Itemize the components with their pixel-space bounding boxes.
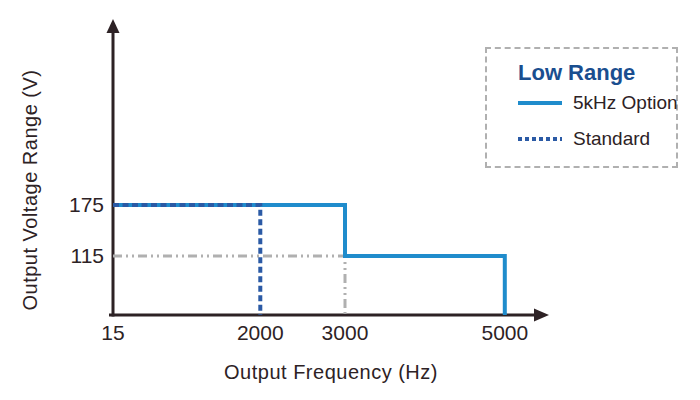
x-tick-label: 3000 (322, 321, 369, 345)
legend-item-standard: Standard (518, 127, 650, 151)
x-axis-arrow-icon (534, 309, 549, 322)
series-standard (113, 205, 260, 315)
legend-box: Low Range 5kHz Option Standard (485, 47, 678, 168)
y-axis-arrow-icon (107, 19, 120, 33)
x-tick-label: 5000 (481, 321, 528, 345)
y-tick-label: 115 (34, 243, 104, 269)
legend-item-label: 5kHz Option (573, 92, 678, 114)
legend-title: Low Range (518, 60, 635, 86)
y-axis-title: Output Voltage Range (V) (19, 69, 42, 310)
x-tick-label: 15 (101, 321, 124, 345)
x-axis-title: Output Frequency (Hz) (224, 361, 438, 384)
solid-line-swatch (518, 101, 562, 106)
legend-item-label: Standard (573, 128, 650, 150)
y-tick-label: 175 (34, 192, 104, 218)
series-115v-guide-line (113, 256, 345, 315)
series-5khz-option (113, 205, 505, 315)
dashed-line-swatch (518, 137, 562, 142)
legend-item-5khz-option: 5kHz Option (518, 91, 678, 115)
x-tick-label: 2000 (237, 321, 284, 345)
voltage-frequency-chart: Output Voltage Range (V) Output Frequenc… (0, 0, 700, 400)
